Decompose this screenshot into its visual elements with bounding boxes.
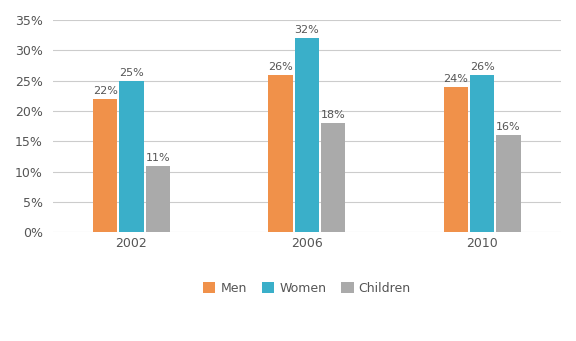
Text: 26%: 26% — [268, 62, 293, 72]
Bar — [119, 81, 144, 233]
Text: 16%: 16% — [496, 122, 521, 132]
Text: 22%: 22% — [93, 86, 118, 96]
Bar — [146, 166, 170, 233]
Bar — [294, 38, 319, 233]
Bar — [444, 87, 468, 233]
Bar — [93, 99, 118, 233]
Text: 11%: 11% — [146, 153, 170, 163]
Text: 26%: 26% — [470, 62, 494, 72]
Bar — [268, 75, 293, 233]
Legend: Men, Women, Children: Men, Women, Children — [198, 277, 416, 300]
Bar — [470, 75, 494, 233]
Text: 25%: 25% — [119, 68, 144, 78]
Text: 18%: 18% — [321, 110, 346, 120]
Bar — [321, 123, 346, 233]
Text: 32%: 32% — [294, 25, 319, 35]
Bar — [496, 135, 521, 233]
Text: 24%: 24% — [444, 74, 468, 84]
